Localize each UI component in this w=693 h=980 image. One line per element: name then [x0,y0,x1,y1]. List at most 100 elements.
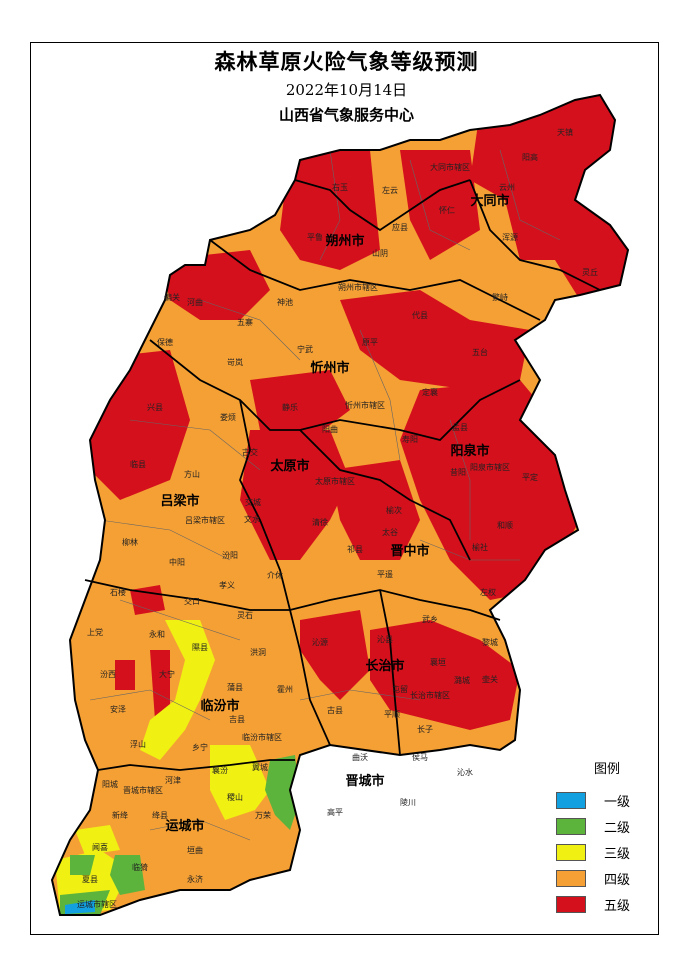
county-label: 应县 [392,222,408,232]
level1-area [65,900,95,914]
county-label: 临汾市辖区 [242,732,282,742]
legend-item-level1: 一级 [556,787,636,813]
county-label: 大宁 [159,669,175,679]
county-label: 汾西 [100,669,116,679]
county-label: 五寨 [237,317,253,327]
county-label: 沁源 [312,637,328,647]
county-label: 阳高 [522,152,538,162]
legend-swatch [556,843,586,861]
county-label: 兴县 [147,403,163,412]
county-label: 河曲 [187,297,203,307]
county-label: 五台 [472,347,488,357]
county-label: 榆社 [472,542,488,552]
county-label: 永和 [149,629,165,639]
city-label: 晋城市 [345,773,384,789]
county-label: 上党 [87,627,103,637]
county-label: 晋城市辖区 [123,785,163,795]
county-label: 洪洞 [250,647,266,657]
county-label: 霍州 [277,685,293,694]
legend-item-level5: 五级 [556,891,636,917]
county-label: 和顺 [497,521,513,530]
county-label: 吕梁市辖区 [185,515,225,525]
county-label: 昔阳 [450,468,466,477]
county-label: 永济 [187,874,203,884]
county-label: 潞城 [454,675,470,685]
county-label: 河津 [165,775,181,785]
city-label: 运城市 [165,818,204,834]
legend-item-level4: 四级 [556,865,636,891]
county-label: 平鲁 [307,232,323,242]
county-label: 平顺 [384,710,400,719]
county-label: 吉县 [229,715,245,724]
legend-label: 四级 [604,872,631,888]
county-label: 武乡 [422,614,438,624]
county-label: 万荣 [255,810,271,820]
county-label: 襄垣 [430,657,446,667]
county-label: 静乐 [282,402,298,412]
city-label: 长治市 [365,658,404,674]
county-label: 沁水 [457,767,473,777]
county-label: 代县 [412,310,428,320]
county-label: 偏关 [164,292,180,302]
county-label: 高平 [327,807,343,817]
legend-swatch [556,895,586,913]
county-label: 襄汾 [212,765,228,775]
county-label: 山阴 [372,248,388,258]
county-label: 临猗 [132,862,148,872]
county-label: 太原市辖区 [315,476,355,486]
county-label: 安泽 [110,704,126,714]
county-label: 屯留 [392,684,408,694]
county-label: 朔州市辖区 [338,282,378,292]
county-label: 平遥 [377,569,393,579]
county-label: 临县 [130,459,146,469]
county-label: 长子 [417,724,433,734]
county-label: 右玉 [332,182,348,192]
city-label: 晋中市 [390,543,429,559]
county-label: 繁峙 [492,292,508,302]
county-label: 侯马 [412,753,428,762]
county-label: 娄烦 [220,412,236,422]
county-label: 孟县 [452,422,468,432]
legend-label: 三级 [604,846,631,862]
county-label: 榆次 [386,505,402,515]
county-label: 宁武 [297,344,313,354]
county-label: 绛县 [152,810,168,820]
county-label: 孝义 [219,581,235,590]
level5-areas [80,95,628,730]
county-label: 蒲县 [227,682,243,692]
county-label: 古交 [242,447,258,457]
county-label: 怀仁 [439,205,455,215]
map-title: 森林草原火险气象等级预测 [214,49,479,74]
county-label: 文水 [244,514,260,524]
county-label: 寿阳 [402,434,418,444]
county-label: 方山 [184,469,200,479]
county-label: 太谷 [382,527,398,537]
county-label: 交口 [184,596,200,606]
county-label: 灵丘 [582,268,598,277]
county-label: 壶关 [482,674,498,684]
county-label: 翼城 [252,763,268,772]
forecast-date: 2022年10月14日 [285,81,408,99]
legend-swatch [556,869,586,887]
county-label: 祁县 [347,544,363,554]
county-label: 左云 [382,185,398,195]
county-label: 平定 [522,472,538,482]
city-boundaries [84,179,601,771]
legend-title: 图例 [593,762,620,777]
county-label: 沁县 [377,634,393,644]
legend-label: 五级 [604,898,631,914]
legend-label: 一级 [604,794,631,810]
issuer: 山西省气象服务中心 [278,106,414,124]
county-label: 夏县 [82,875,98,884]
county-label: 浑源 [502,233,518,242]
county-label: 陵川 [400,798,416,807]
county-label: 大同市辖区 [430,162,470,172]
county-label: 神池 [277,297,293,307]
legend-item-level2: 二级 [556,813,636,839]
city-label: 太原市 [269,458,309,474]
county-label: 阳泉市辖区 [470,462,510,472]
county-label: 垣曲 [187,845,203,855]
county-label: 定襄 [422,387,438,397]
